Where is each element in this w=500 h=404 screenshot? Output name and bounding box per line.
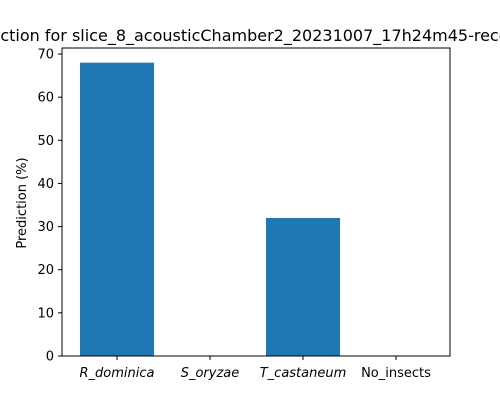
y-tick-label: 30 [37, 220, 54, 235]
x-tick-label: S_oryzae [181, 366, 240, 381]
ticks-layer: 0 10 20 30 40 50 60 70 R_dominica S_oryzae T_casta… [37, 48, 431, 381]
x-tick-label: R_dominica [80, 366, 155, 381]
y-tick-label: 60 [37, 91, 54, 106]
bars-layer [80, 62, 340, 357]
y-axis-label: Prediction (%) [15, 157, 30, 248]
axes-layer [61, 47, 451, 357]
y-tick-label: 40 [37, 177, 54, 192]
chart-title: Prediction for slice_8_acousticChamber2_… [0, 26, 500, 46]
y-tick-label: 50 [37, 134, 54, 149]
x-tick-label: T_castaneum [260, 366, 347, 381]
y-tick-label: 10 [37, 306, 54, 321]
plot-frame [61, 47, 451, 357]
y-tick-label: 0 [46, 350, 54, 365]
x-tick-label: No_insects [361, 366, 431, 381]
y-tick-label: 70 [37, 48, 54, 63]
y-tick-label: 20 [37, 263, 54, 278]
bar-r-dominica [80, 62, 154, 357]
bar-t-castaneum [266, 217, 340, 356]
